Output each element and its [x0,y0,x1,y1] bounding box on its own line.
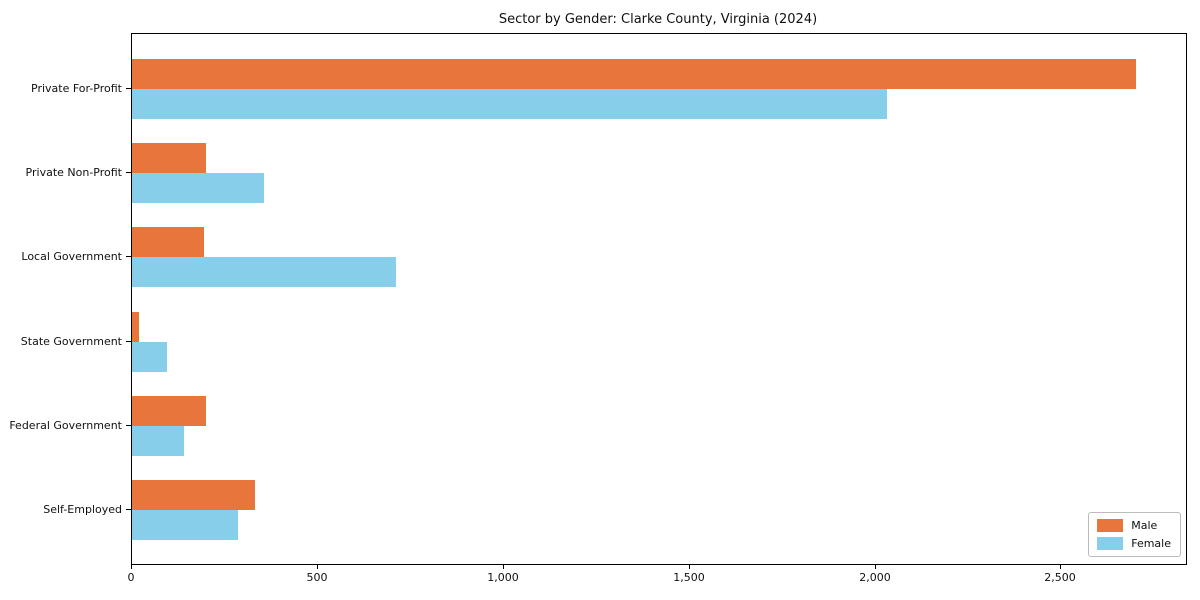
bar-male-private-non-profit [132,143,206,174]
y-tick-mark [126,509,131,511]
x-tick-mark [1060,564,1061,569]
legend-item-male: Male [1097,519,1171,532]
x-tick-label-1-000: 1,000 [487,571,519,584]
bar-female-federal-government [132,425,184,456]
bar-female-private-non-profit [132,173,264,204]
bar-female-self-employed [132,510,238,541]
y-tick-label-private-non-profit: Private Non-Profit [25,166,122,180]
y-tick-label-federal-government: Federal Government [9,418,122,432]
y-tick-mark [126,172,131,174]
x-tick-label-500: 500 [306,571,328,584]
legend: Male Female [1088,512,1181,557]
bar-male-state-government [132,311,139,342]
x-tick-label-2-000: 2,000 [859,571,891,584]
y-tick-mark [126,256,131,258]
x-tick-mark [875,564,876,569]
bar-male-self-employed [132,480,255,511]
x-tick-mark [131,564,132,569]
bar-male-local-government [132,227,204,258]
legend-swatch-male [1097,519,1124,532]
y-tick-label-private-for-profit: Private For-Profit [31,82,122,95]
chart-title: Sector by Gender: Clarke County, Virgini… [498,12,818,27]
y-tick-mark [126,424,131,426]
x-tick-mark [503,564,504,569]
plot-area: Male Female [131,33,1187,565]
y-tick-label-state-government: State Government [20,334,122,348]
bar-male-private-for-profit [132,59,1136,89]
y-tick-mark [126,88,131,89]
x-tick-label-0: 0 [127,571,135,584]
legend-label-female: Female [1131,537,1171,550]
bar-female-state-government [132,341,167,372]
x-tick-mark [317,564,318,569]
bar-female-local-government [132,257,396,288]
x-tick-label-1-500: 1,500 [673,571,705,584]
legend-swatch-female [1097,537,1124,550]
y-tick-mark [126,340,131,342]
x-tick-label-2-500: 2,500 [1044,571,1076,584]
x-tick-mark [689,564,690,569]
y-tick-label-local-government: Local Government [21,250,122,264]
legend-label-male: Male [1131,519,1158,532]
y-tick-label-self-employed: Self-Employed [43,503,122,517]
bar-female-private-for-profit [132,89,887,119]
bar-male-federal-government [132,395,206,426]
legend-item-female: Female [1097,537,1171,550]
